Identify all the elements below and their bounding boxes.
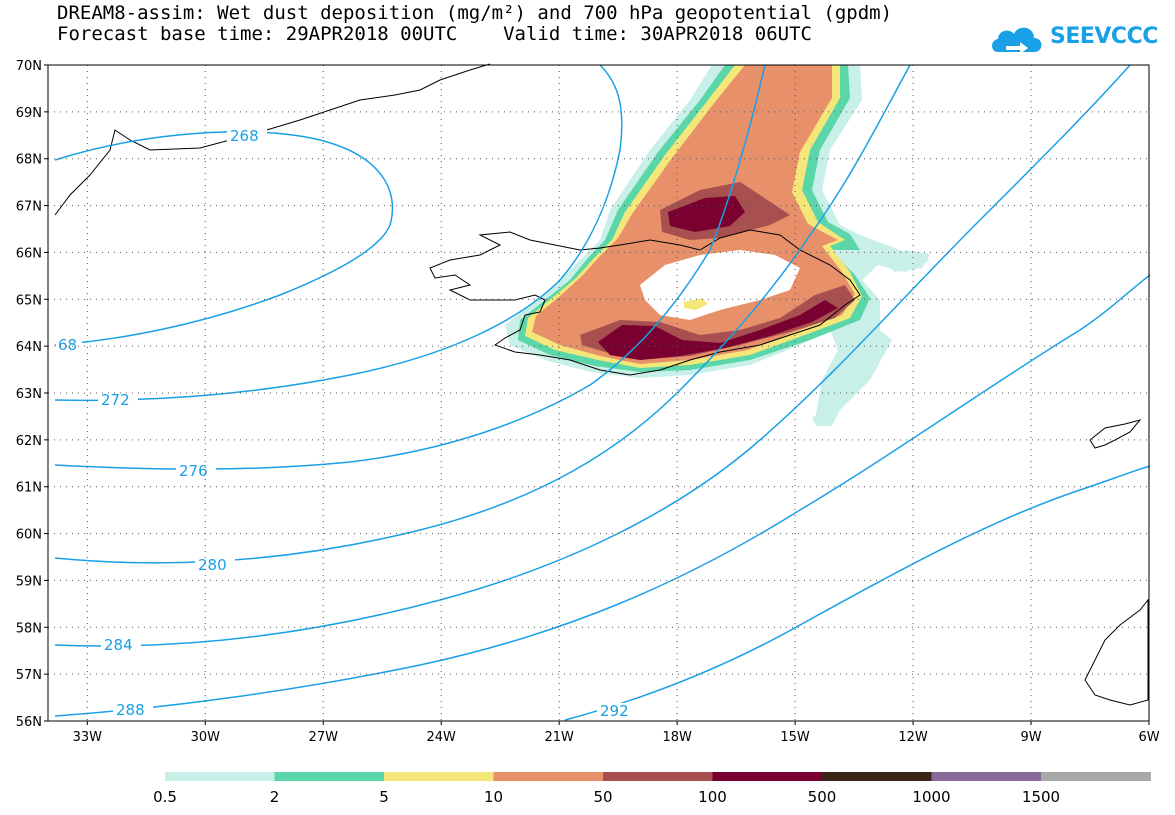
coastline-iceland — [429, 229, 861, 376]
axis-ticks — [44, 64, 1150, 725]
lon-tick-label: 18W — [662, 730, 692, 745]
cloud-icon — [992, 27, 1042, 54]
lat-tick-label: 67N — [16, 200, 42, 215]
legend-threshold-label: 1500 — [1022, 788, 1060, 806]
legend-labels: 0.5 2 5 10 50 100 500 1000 1500 — [153, 788, 1060, 806]
map-frame — [47, 64, 1150, 722]
contour-280 — [54, 64, 911, 564]
lat-tick-label: 61N — [16, 481, 42, 496]
contour-288 — [54, 274, 1151, 717]
lon-tick-label: 6W — [1138, 730, 1159, 745]
coastlines — [54, 63, 1149, 706]
lat-tick-label: 66N — [16, 246, 42, 261]
legend-threshold-label: 0.5 — [153, 788, 177, 806]
land-patch-interior — [640, 250, 800, 320]
legend-threshold-label: 50 — [593, 788, 612, 806]
legend-threshold-label: 2 — [270, 788, 280, 806]
legend-swatch — [384, 772, 494, 781]
lon-tick-label: 9W — [1020, 730, 1041, 745]
contour-292 — [564, 465, 1151, 721]
lat-tick-label: 63N — [16, 387, 42, 402]
legend-swatch — [603, 772, 713, 781]
contour-label-272: 272 — [101, 391, 130, 409]
contour-268 — [54, 131, 394, 346]
map-subtitle: Forecast base time: 29APR2018 00UTC Vali… — [57, 23, 812, 45]
legend-threshold-label: 5 — [379, 788, 389, 806]
contour-labels: 268 68 272 276 280 284 288 292 — [56, 127, 637, 720]
legend-swatch — [493, 772, 604, 781]
contour-label-288: 288 — [116, 701, 145, 719]
map-title: DREAM8-assim: Wet dust deposition (mg/m²… — [57, 2, 893, 24]
contour-284 — [54, 64, 1131, 647]
contour-label-292: 292 — [600, 702, 629, 720]
legend-swatch — [1041, 772, 1151, 781]
legend-swatch — [931, 772, 1042, 781]
lon-tick-label: 12W — [898, 730, 928, 745]
gridlines — [48, 65, 1149, 721]
lat-tick-label: 59N — [16, 574, 42, 589]
legend-colorbar — [165, 772, 1151, 781]
lon-tick-label: 27W — [309, 730, 339, 745]
lat-tick-label: 64N — [16, 340, 42, 355]
legend-threshold-label: 100 — [698, 788, 727, 806]
legend-swatch — [165, 772, 275, 781]
lat-tick-label: 57N — [16, 668, 42, 683]
dust-patch-north-1 — [880, 250, 930, 272]
lat-tick-label: 62N — [16, 434, 42, 449]
lat-tick-label: 60N — [16, 528, 42, 543]
lat-tick-label: 69N — [16, 106, 42, 121]
contour-272 — [54, 64, 623, 402]
coastline-greenland — [54, 63, 491, 216]
coastline-faroe — [1089, 419, 1142, 449]
lat-tick-label: 65N — [16, 293, 42, 308]
lon-tick-label: 30W — [191, 730, 221, 745]
dust-patch-south-1 — [812, 410, 838, 426]
coastline-scotland — [1084, 598, 1149, 706]
lat-tick-label: 68N — [16, 153, 42, 168]
legend-threshold-label: 10 — [484, 788, 503, 806]
legend-swatch — [274, 772, 385, 781]
lon-tick-label: 24W — [427, 730, 457, 745]
legend-threshold-label: 1000 — [912, 788, 950, 806]
land-patch-small — [684, 298, 708, 310]
lon-tick-label: 21W — [544, 730, 574, 745]
dust-deposition-shading — [505, 65, 930, 426]
contour-label-284: 284 — [104, 636, 133, 654]
contour-label-276: 276 — [179, 462, 208, 480]
lon-tick-label: 15W — [780, 730, 810, 745]
legend-swatch — [712, 772, 823, 781]
lat-tick-label: 70N — [16, 59, 42, 74]
contour-label-280: 280 — [198, 556, 227, 574]
geopotential-contours — [54, 64, 1151, 721]
longitude-labels: 33W 30W 27W 24W 21W 18W 15W 12W 9W 6W — [73, 730, 1160, 745]
iceland-land-patches — [640, 250, 800, 320]
legend-swatch — [822, 772, 932, 781]
contour-label-268: 268 — [230, 127, 259, 145]
lat-tick-label: 58N — [16, 621, 42, 636]
legend-threshold-label: 500 — [808, 788, 837, 806]
latitude-labels: 70N 69N 68N 67N 66N 65N 64N 63N 62N 61N 60N 59N 58N 5… — [16, 59, 42, 730]
logo-text: SEEVCCC — [1050, 24, 1158, 49]
contour-label-68: 68 — [58, 336, 77, 354]
lon-tick-label: 33W — [73, 730, 103, 745]
lat-tick-label: 56N — [16, 715, 42, 730]
contour-276 — [54, 64, 766, 470]
dust-band-100-b — [598, 300, 838, 360]
